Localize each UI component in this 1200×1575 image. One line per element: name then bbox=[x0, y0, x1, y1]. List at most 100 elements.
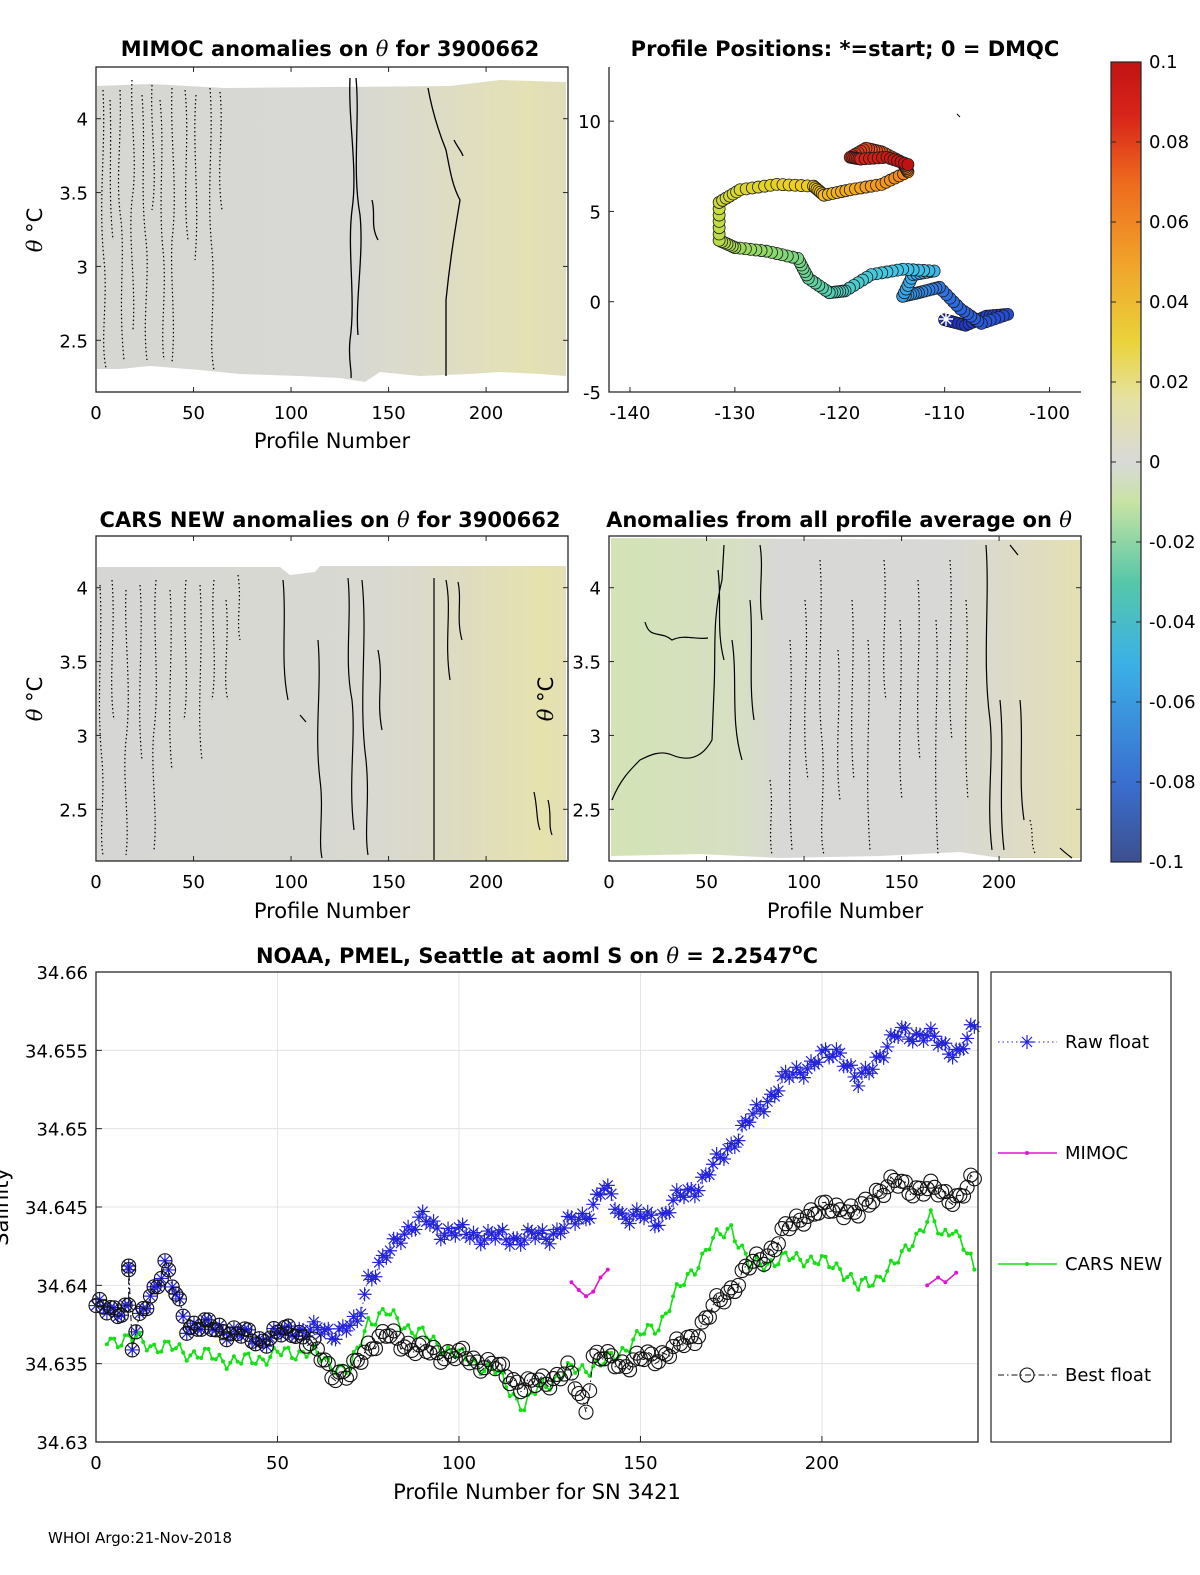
data-point bbox=[702, 1167, 717, 1182]
data-point bbox=[231, 1354, 236, 1359]
data-point bbox=[268, 1354, 273, 1359]
data-point bbox=[470, 1228, 485, 1243]
data-point bbox=[487, 1361, 503, 1377]
data-point bbox=[778, 1216, 794, 1232]
series-raw-float bbox=[89, 1017, 982, 1357]
data-point bbox=[816, 1262, 821, 1267]
data-point bbox=[865, 1062, 880, 1077]
mimoc-dotted-contours bbox=[101, 79, 223, 371]
x-tick-label: 200 bbox=[982, 872, 1016, 893]
data-point bbox=[426, 1214, 441, 1229]
data-point bbox=[611, 1358, 627, 1374]
average-axes-frame bbox=[608, 535, 1082, 862]
data-point bbox=[244, 1333, 260, 1349]
data-point bbox=[168, 1286, 184, 1302]
data-point bbox=[576, 1288, 581, 1293]
data-point bbox=[546, 1226, 561, 1241]
data-point bbox=[375, 1248, 390, 1263]
data-point bbox=[932, 1219, 937, 1224]
data-point bbox=[787, 1258, 792, 1263]
data-point bbox=[936, 1275, 941, 1280]
legend-item: Raw float bbox=[998, 1032, 1149, 1053]
data-point bbox=[430, 1221, 445, 1236]
data-point bbox=[372, 1255, 387, 1270]
data-point bbox=[286, 1345, 291, 1350]
data-point bbox=[426, 1339, 442, 1356]
mimoc-axes-frame bbox=[95, 66, 569, 393]
data-point bbox=[938, 1036, 953, 1051]
y-tick-label: 3.5 bbox=[572, 653, 601, 674]
data-point bbox=[518, 1408, 523, 1413]
data-point bbox=[553, 1226, 568, 1241]
data-point bbox=[655, 1206, 670, 1221]
data-point bbox=[175, 1308, 191, 1324]
data-point bbox=[945, 1050, 960, 1065]
data-point bbox=[531, 1372, 547, 1388]
data-point bbox=[585, 1348, 601, 1364]
data-point bbox=[534, 1368, 550, 1384]
data-point bbox=[480, 1351, 496, 1368]
data-point bbox=[462, 1230, 477, 1245]
data-point bbox=[930, 1187, 946, 1203]
data-point bbox=[689, 1268, 694, 1273]
cars-contour-lines bbox=[282, 577, 553, 860]
series-line bbox=[926, 1272, 957, 1286]
data-point bbox=[544, 1385, 549, 1390]
x-tick-label: 0 bbox=[603, 872, 614, 893]
data-point bbox=[282, 1346, 287, 1351]
data-point bbox=[852, 1281, 857, 1286]
data-point bbox=[764, 1087, 779, 1102]
colorbar-tick-label: 0 bbox=[1149, 452, 1160, 473]
data-point bbox=[902, 1032, 917, 1047]
data-point bbox=[310, 1320, 325, 1335]
data-point bbox=[954, 1229, 959, 1234]
data-point bbox=[723, 1280, 739, 1296]
data-point bbox=[417, 1326, 422, 1331]
data-point bbox=[409, 1330, 414, 1335]
data-point bbox=[867, 1284, 872, 1289]
data-point bbox=[785, 1216, 801, 1232]
data-point bbox=[152, 1342, 157, 1347]
legend-label: CARS NEW bbox=[1065, 1254, 1162, 1275]
data-point bbox=[502, 1376, 518, 1392]
data-point bbox=[912, 1027, 927, 1042]
data-point bbox=[701, 1309, 717, 1325]
data-point bbox=[306, 1331, 322, 1347]
y-tick-label: 3.5 bbox=[59, 653, 88, 674]
data-point bbox=[881, 1278, 886, 1283]
data-point bbox=[927, 1029, 942, 1044]
data-point bbox=[321, 1321, 336, 1336]
data-point bbox=[848, 1271, 853, 1276]
data-point bbox=[121, 1297, 137, 1313]
data-point bbox=[832, 1202, 848, 1218]
data-point bbox=[966, 1171, 982, 1187]
data-point bbox=[874, 1274, 879, 1279]
data-point bbox=[366, 1316, 371, 1321]
data-point bbox=[299, 1328, 314, 1343]
data-point bbox=[789, 1060, 804, 1075]
data-point bbox=[720, 1141, 735, 1156]
data-point bbox=[917, 1227, 922, 1232]
mimoc-y-label: θ °C bbox=[23, 208, 47, 253]
data-point bbox=[462, 1355, 478, 1371]
y-tick-label: 34.65 bbox=[36, 1120, 88, 1141]
data-point bbox=[656, 1328, 661, 1333]
data-point bbox=[324, 1331, 339, 1346]
y-tick-label: 4 bbox=[77, 110, 88, 131]
data-point bbox=[910, 1244, 915, 1249]
y-tick-label: 3 bbox=[590, 726, 601, 747]
data-point bbox=[950, 1231, 955, 1236]
data-point bbox=[883, 1027, 898, 1042]
data-point bbox=[822, 1050, 837, 1065]
data-point bbox=[785, 1067, 800, 1082]
x-tick-label: 50 bbox=[695, 872, 718, 893]
y-tick-label: 4 bbox=[77, 579, 88, 600]
data-point bbox=[605, 1267, 610, 1272]
data-point bbox=[690, 1329, 707, 1345]
legend-marker bbox=[1025, 1151, 1029, 1155]
profile-position-point bbox=[901, 158, 915, 171]
data-point bbox=[649, 1323, 654, 1328]
data-point bbox=[652, 1331, 657, 1336]
data-point bbox=[696, 1266, 701, 1271]
data-point bbox=[642, 1331, 647, 1336]
